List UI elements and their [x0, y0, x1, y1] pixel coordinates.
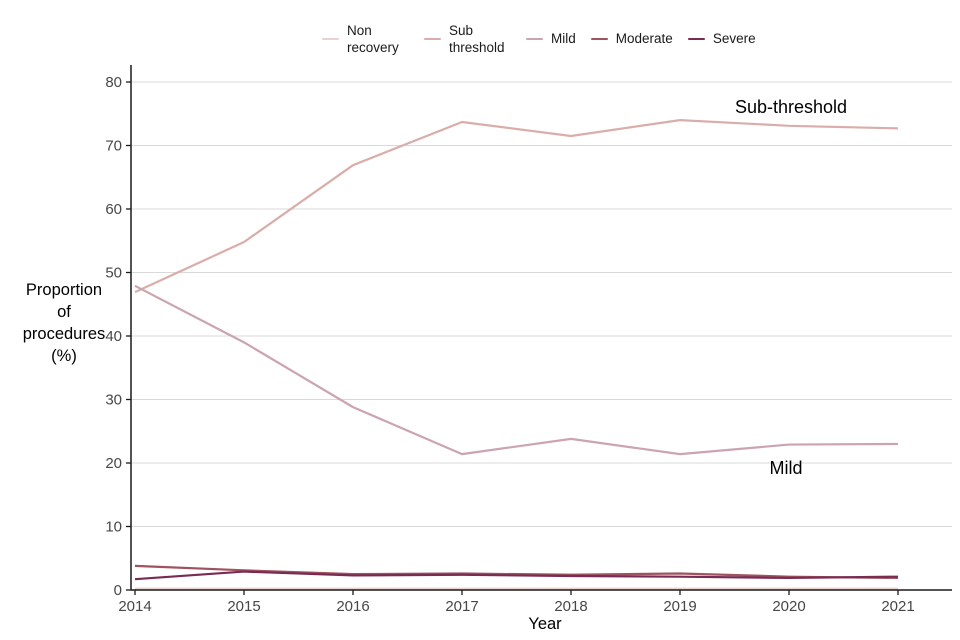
x-tick-label: 2017	[445, 598, 478, 615]
chart-legend: Non recovery Sub threshold Mild Moderate…	[322, 20, 756, 58]
legend-item-non-recovery: Non recovery	[322, 22, 409, 57]
legend-key-line-icon	[526, 37, 543, 41]
y-axis-title-line: (%)	[51, 347, 77, 365]
x-axis-title: Year	[528, 615, 562, 633]
legend-label: Severe	[712, 31, 756, 47]
y-axis-title: Proportion of procedures (%)	[8, 279, 120, 367]
x-tick-label: 2015	[227, 598, 260, 615]
x-tick-label: 2019	[663, 598, 696, 615]
series-line-sub-threshold	[134, 118, 899, 294]
annotation-mild: Mild	[769, 458, 803, 478]
legend-item-mild: Mild	[526, 30, 576, 47]
legend-key-line-icon	[322, 37, 339, 41]
y-tick-label: 30	[105, 392, 122, 409]
legend-label: Non recovery	[347, 22, 399, 55]
legend-key-line-icon	[424, 37, 441, 41]
y-tick-label: 50	[105, 265, 122, 282]
y-tick-label: 40	[105, 328, 122, 345]
legend-label: Mild	[551, 31, 576, 47]
legend-item-moderate: Moderate	[590, 30, 673, 47]
legend-item-severe: Severe	[687, 30, 756, 47]
x-tick-label: 2016	[336, 598, 369, 615]
legend-label: Moderate	[615, 31, 673, 47]
series-line-mild	[134, 284, 899, 456]
annotation-sub-threshold: Sub-threshold	[734, 97, 848, 117]
y-tick-label: 60	[105, 201, 122, 218]
x-tick-label: 2014	[118, 598, 151, 615]
x-tick-label: 2020	[772, 598, 805, 615]
legend-label: Sub threshold	[449, 22, 505, 55]
series-line-moderate	[134, 564, 899, 580]
series-line-severe	[134, 570, 899, 581]
y-tick-label: 10	[105, 519, 122, 536]
y-axis-title-line: Proportion	[25, 281, 103, 299]
y-axis-title-line: of	[57, 303, 71, 321]
y-tick-label: 0	[114, 582, 122, 599]
y-tick-label: 70	[105, 138, 122, 155]
legend-item-sub-threshold: Sub threshold	[424, 22, 511, 57]
x-tick-label: 2018	[554, 598, 587, 615]
x-tick-label: 2021	[881, 598, 914, 615]
y-tick-label: 20	[105, 455, 122, 472]
legend-key-line-icon	[687, 37, 705, 41]
legend-key-line-icon	[590, 37, 608, 41]
y-axis-title-line: procedures	[22, 325, 106, 343]
y-tick-label: 80	[105, 74, 122, 91]
